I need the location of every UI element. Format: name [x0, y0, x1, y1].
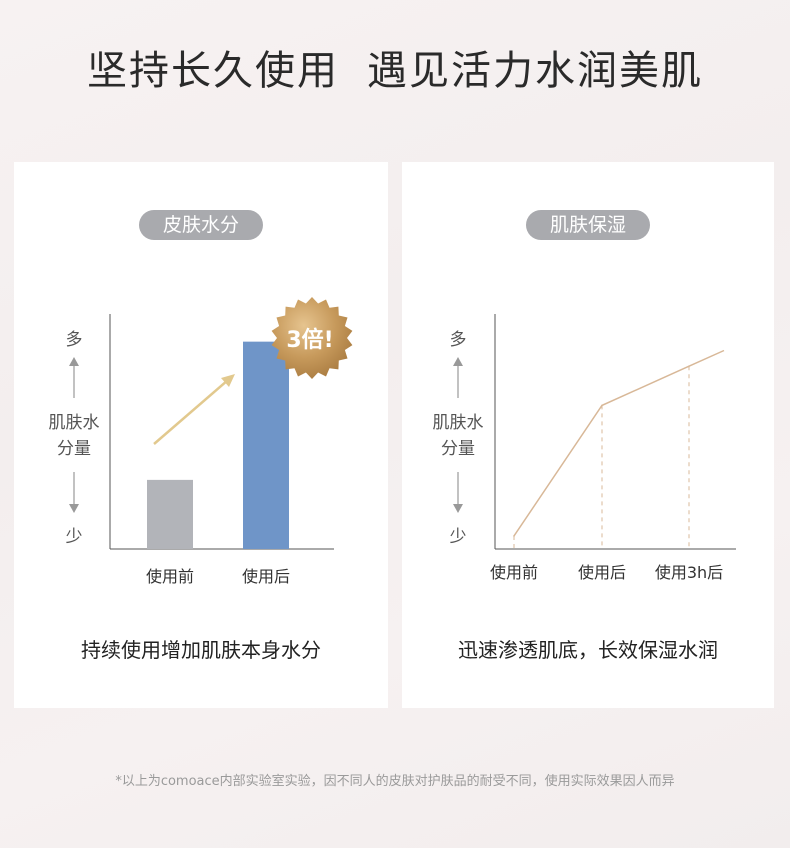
headline-part-2: 遇见活力水润美肌: [367, 48, 703, 94]
y-axis-label-line-2: 分量: [57, 439, 91, 459]
x-tick-label-2: 使用后: [578, 563, 626, 582]
series-line: [513, 349, 725, 537]
up-arrow-icon: [69, 357, 79, 366]
y-axis-top-label: 多: [450, 330, 467, 350]
y-axis-bottom-label: 少: [66, 527, 83, 547]
trend-arrow-icon: [221, 374, 235, 387]
y-axis-label-line-2: 分量: [441, 439, 475, 459]
data-point-2: [601, 404, 603, 407]
x-tick-label-2: 使用后: [242, 567, 290, 586]
bar-1: [147, 479, 193, 549]
y-axis-bottom-label: 少: [450, 527, 467, 547]
headline-part-1: 坚持长久使用: [87, 48, 339, 94]
y-axis-label-line-1: 肌肤水: [433, 413, 484, 433]
bar-2: [243, 341, 289, 549]
moisture-caption: 持续使用增加肌肤本身水分: [81, 638, 321, 662]
badge-3x: 3倍!: [271, 297, 353, 379]
y-axis-top-label: 多: [66, 330, 83, 350]
x-tick-label-1: 使用前: [490, 563, 538, 582]
gold-seal-icon: [271, 297, 353, 379]
moisture-title-pill: 皮肤水分: [138, 210, 264, 240]
trend-arrow-line: [153, 379, 229, 445]
x-tick-label-3: 使用3h后: [655, 563, 723, 582]
hydration-caption: 迅速渗透肌底，长效保湿水润: [458, 638, 718, 662]
x-tick-label-1: 使用前: [146, 567, 194, 586]
hydration-line-chart: 多 肌肤水 分量 少 使用前 使用后 使用3h后: [433, 314, 736, 582]
data-point-3: [688, 365, 690, 368]
badge-text: 3倍!: [286, 327, 333, 353]
up-arrow-icon: [453, 357, 463, 366]
down-arrow-icon: [453, 504, 463, 513]
moisture-bar-chart: 多 肌肤水 分量 少 使用前 使用后 3倍!: [49, 297, 353, 586]
disclaimer-footnote: *以上为comoace内部实验室实验，因不同人的皮肤对护肤品的耐受不同，使用实际…: [115, 774, 675, 789]
y-axis-label-line-1: 肌肤水: [49, 413, 100, 433]
moisture-card: 皮肤水分 多 肌肤水 分量 少 使用前 使用后 3倍! 持续使用增加肌肤本身水分: [14, 162, 388, 708]
hydration-title-pill: 肌肤保湿: [525, 210, 651, 240]
down-arrow-icon: [69, 504, 79, 513]
hydration-card: 肌肤保湿 多 肌肤水 分量 少 使用前 使用后 使用3h后 迅速渗透肌底，长效保湿水…: [402, 162, 774, 708]
headline: 坚持长久使用 遇见活力水润美肌: [0, 38, 790, 96]
data-point-1: [513, 535, 515, 537]
